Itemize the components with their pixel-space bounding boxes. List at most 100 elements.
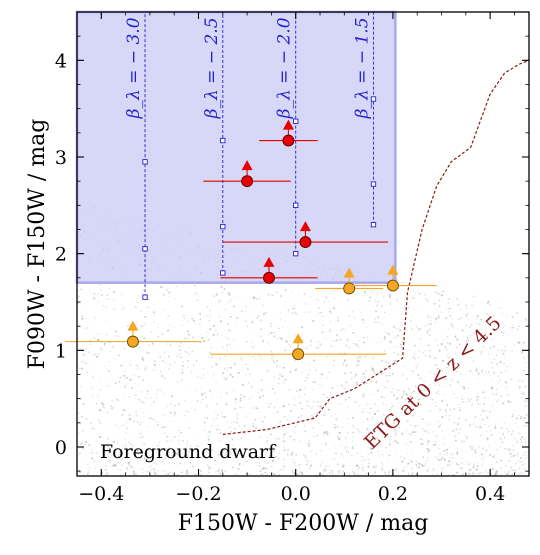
dwarf-point [488,375,490,377]
dwarf-point [447,302,450,305]
dwarf-point [247,368,249,370]
dwarf-point [86,371,89,374]
dwarf-point [303,393,306,396]
dwarf-point [525,456,527,459]
dwarf-point [229,373,232,376]
dwarf-point [500,459,503,462]
dwarf-point [345,330,347,333]
dwarf-point [186,440,189,443]
dwarf-point [143,457,146,459]
dwarf-point [413,448,415,450]
dwarf-point [173,436,176,438]
dwarf-point [312,427,314,429]
dwarf-point [496,448,499,451]
dwarf-point [488,353,490,355]
dwarf-point [172,372,174,374]
dwarf-point [465,325,468,327]
dwarf-point [78,471,82,474]
dwarf-point [517,328,519,331]
dwarf-point [380,466,383,469]
dwarf-point [443,442,445,445]
dwarf-point [176,448,179,451]
dwarf-point [508,459,511,462]
dwarf-point [380,372,383,375]
dwarf-point [304,311,306,314]
dwarf-point [506,365,509,368]
dwarf-point [213,397,215,399]
dwarf-point [241,369,243,370]
dwarf-point [336,339,339,341]
dwarf-point [351,311,354,313]
dwarf-point [473,445,475,447]
dwarf-point [443,470,445,472]
dwarf-point [424,463,427,465]
dwarf-point [409,358,411,360]
dwarf-point [169,343,171,345]
dwarf-point [171,455,172,456]
dwarf-point [424,389,427,392]
dwarf-point [285,301,287,304]
dwarf-point [128,441,130,444]
dwarf-point [173,454,176,457]
dwarf-point [506,472,508,474]
dwarf-point [418,382,421,384]
dwarf-point [458,404,460,406]
dwarf-point [150,453,152,456]
dwarf-point [110,350,112,352]
dwarf-point [279,373,281,376]
dwarf-point [441,429,443,432]
dwarf-point [352,416,355,419]
dwarf-point [456,346,458,348]
dwarf-point [119,459,122,462]
dwarf-point [106,294,109,297]
dwarf-point [408,462,410,465]
dwarf-point [244,456,246,458]
dwarf-point [407,440,409,442]
dwarf-point [124,446,126,448]
dwarf-point [148,426,150,428]
dwarf-point [428,424,430,427]
dwarf-point [447,341,449,344]
dwarf-point [462,366,464,368]
dwarf-point [103,412,105,414]
dwarf-point [420,378,423,381]
dwarf-point [452,474,454,476]
dwarf-point [466,460,469,463]
dwarf-point [235,450,238,452]
dwarf-point [339,395,341,397]
dwarf-point [327,300,329,302]
dwarf-point [452,390,454,392]
dwarf-point [351,440,353,443]
dwarf-point [83,443,86,446]
dwarf-point [508,402,511,404]
dwarf-point [222,372,225,375]
dwarf-point [393,352,395,354]
dwarf-point [453,392,455,395]
dwarf-point [91,451,93,454]
dwarf-point [169,471,171,474]
dwarf-point [192,364,195,366]
dwarf-point [308,440,311,442]
dwarf-point [157,326,159,329]
dwarf-point [401,282,403,284]
dwarf-point [269,323,272,325]
dwarf-point [374,441,376,443]
dwarf-point [170,439,173,441]
dwarf-point [502,331,505,334]
dwarf-point [213,324,215,327]
dwarf-point [190,471,192,474]
dwarf-point [322,324,324,326]
dwarf-point [376,293,378,295]
dwarf-point [104,298,107,300]
orange-point-limit-arrow [387,264,399,275]
dwarf-point [350,378,353,380]
dwarf-point [491,378,494,381]
dwarf-point [333,290,335,292]
dwarf-point [376,380,378,383]
dwarf-point [303,293,306,296]
dwarf-point [399,343,402,346]
dwarf-point [292,307,295,310]
dwarf-point [213,411,215,414]
dwarf-point [241,310,244,312]
dwarf-point [523,416,526,419]
